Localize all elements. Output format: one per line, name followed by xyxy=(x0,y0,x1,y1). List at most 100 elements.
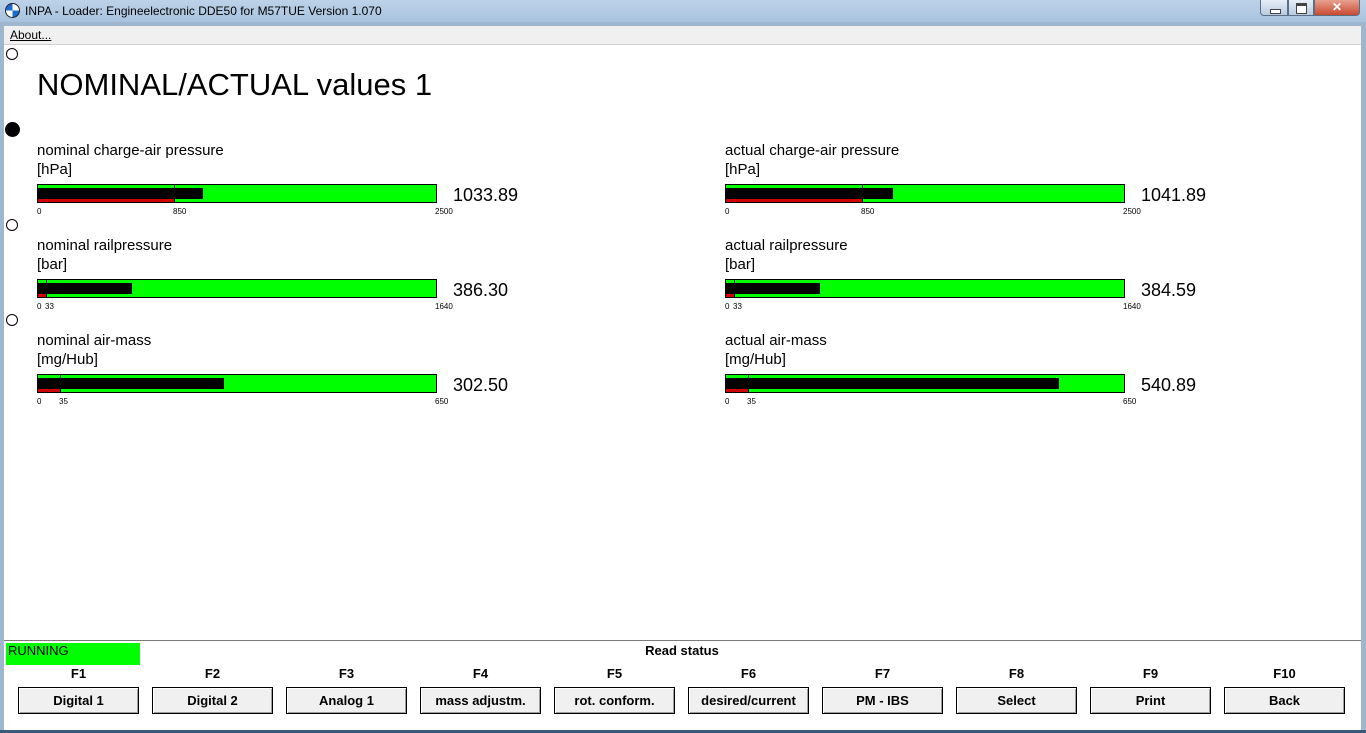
minimize-icon[interactable] xyxy=(1260,0,1288,16)
gauge-label: actual railpressure xyxy=(725,237,848,254)
fkey-label-f10: F10 xyxy=(1273,666,1296,681)
status-badge: RUNNING xyxy=(6,643,140,665)
gauge-red-zone xyxy=(726,199,862,202)
gauge-value: 1033.89 xyxy=(453,185,519,205)
radio-indicator xyxy=(6,219,18,231)
digital-2-button[interactable]: Digital 2 xyxy=(152,687,273,714)
print-button[interactable]: Print xyxy=(1090,687,1211,714)
title-bar: INPA - Loader: Engineelectronic DDE50 fo… xyxy=(0,0,1366,22)
gauge-bar xyxy=(725,374,1125,393)
gauge-unit: [bar] xyxy=(725,256,756,273)
window-title: INPA - Loader: Engineelectronic DDE50 fo… xyxy=(25,4,382,18)
close-icon[interactable] xyxy=(1314,0,1360,16)
read-status-label: Read status xyxy=(645,643,719,658)
gauge-value: 384.59 xyxy=(1141,280,1197,300)
gauge-unit: [hPa] xyxy=(37,161,73,178)
gauge-fill xyxy=(38,188,203,199)
gauge-tick-max: 650 xyxy=(1123,397,1137,406)
radio-indicator xyxy=(6,48,18,60)
gauge-fill xyxy=(726,283,820,294)
fkey-label-f5: F5 xyxy=(606,666,623,681)
analog-1-button[interactable]: Analog 1 xyxy=(286,687,407,714)
gauge-bar xyxy=(725,184,1125,203)
gauge-threshold-marker xyxy=(748,375,749,392)
gauge-threshold-marker xyxy=(60,375,61,392)
menu-about[interactable]: About... xyxy=(10,28,52,42)
gauge-tick-min: 0 xyxy=(725,397,730,406)
gauge-fill xyxy=(726,378,1059,389)
gauge-label: actual charge-air pressure xyxy=(725,142,900,159)
gauge-tick-min: 0 xyxy=(37,302,42,311)
fkey-label-f9: F9 xyxy=(1142,666,1159,681)
gauge-unit: [bar] xyxy=(37,256,68,273)
maximize-icon[interactable] xyxy=(1288,0,1314,16)
gauge-threshold-marker xyxy=(734,280,735,297)
divider xyxy=(4,640,1361,641)
gauge-red-zone xyxy=(726,294,734,297)
gauge-tick-max: 2500 xyxy=(1123,207,1141,216)
radio-indicator xyxy=(6,314,18,326)
gauge-unit: [hPa] xyxy=(725,161,761,178)
bmw-logo-icon xyxy=(5,3,20,18)
gauge-label: actual air-mass xyxy=(725,332,827,349)
gauge-tick-min: 0 xyxy=(725,207,730,216)
gauge-fill xyxy=(38,283,132,294)
mass-adjustment-button[interactable]: mass adjustm. xyxy=(420,687,541,714)
gauge-unit: [mg/Hub] xyxy=(725,351,786,368)
gauge-label: nominal railpressure xyxy=(37,237,173,254)
pm-ibs-button[interactable]: PM - IBS xyxy=(822,687,943,714)
gauge-red-zone xyxy=(38,389,60,392)
gauge-tick-min: 0 xyxy=(725,302,730,311)
gauge-actual-charge-air-pressure: actual charge-air pressure [hPa] 1041.89… xyxy=(725,142,1225,222)
rot-conform-button[interactable]: rot. conform. xyxy=(554,687,675,714)
gauge-red-zone xyxy=(38,294,46,297)
gauge-bar xyxy=(37,374,437,393)
gauge-tick-max: 650 xyxy=(435,397,449,406)
main-panel: NOMINAL/ACTUAL values 1 nominal charge-a… xyxy=(4,45,1361,641)
gauge-tick-max: 2500 xyxy=(435,207,453,216)
desired-current-button[interactable]: desired/current xyxy=(688,687,809,714)
fkey-label-f1: F1 xyxy=(70,666,87,681)
back-button[interactable]: Back xyxy=(1224,687,1345,714)
gauge-tick-threshold: 33 xyxy=(733,302,742,311)
gauge-bar xyxy=(37,279,437,298)
gauge-red-zone xyxy=(38,199,174,202)
gauge-threshold-marker xyxy=(174,185,175,202)
radio-indicator-active xyxy=(5,122,20,137)
gauge-tick-threshold: 35 xyxy=(59,397,68,406)
gauge-nominal-railpressure: nominal railpressure [bar] 386.30 0 33 1… xyxy=(37,237,537,317)
function-key-panel: RUNNING Read status F1 F2 F3 F4 F5 F6 F7… xyxy=(4,641,1361,730)
gauge-threshold-marker xyxy=(862,185,863,202)
page-title: NOMINAL/ACTUAL values 1 xyxy=(37,67,433,102)
digital-1-button[interactable]: Digital 1 xyxy=(18,687,139,714)
gauge-bar xyxy=(725,279,1125,298)
gauge-value: 1041.89 xyxy=(1141,185,1207,205)
gauge-tick-min: 0 xyxy=(37,397,42,406)
gauge-value: 386.30 xyxy=(453,280,509,300)
gauge-tick-threshold: 850 xyxy=(861,207,875,216)
taskbar xyxy=(0,730,1366,733)
gauge-label: nominal charge-air pressure xyxy=(37,142,224,159)
gauge-tick-threshold: 35 xyxy=(747,397,756,406)
fkey-label-f4: F4 xyxy=(472,666,489,681)
fkey-label-f6: F6 xyxy=(740,666,757,681)
fkey-label-f8: F8 xyxy=(1008,666,1025,681)
gauge-fill xyxy=(726,188,893,199)
gauge-label: nominal air-mass xyxy=(37,332,152,349)
gauge-tick-threshold: 850 xyxy=(173,207,187,216)
gauge-nominal-charge-air-pressure: nominal charge-air pressure [hPa] 1033.8… xyxy=(37,142,537,222)
gauge-tick-max: 1640 xyxy=(435,302,453,311)
gauge-actual-railpressure: actual railpressure [bar] 384.59 0 33 16… xyxy=(725,237,1225,317)
gauge-tick-min: 0 xyxy=(37,207,42,216)
gauge-nominal-air-mass: nominal air-mass [mg/Hub] 302.50 0 35 65… xyxy=(37,332,537,412)
gauge-red-zone xyxy=(726,389,748,392)
menu-bar: About... xyxy=(4,26,1361,45)
select-button[interactable]: Select xyxy=(956,687,1077,714)
gauge-tick-threshold: 33 xyxy=(45,302,54,311)
gauge-actual-air-mass: actual air-mass [mg/Hub] 540.89 0 35 650 xyxy=(725,332,1225,412)
gauge-fill xyxy=(38,378,224,389)
gauge-value: 302.50 xyxy=(453,375,509,395)
fkey-label-f3: F3 xyxy=(338,666,355,681)
gauge-tick-max: 1640 xyxy=(1123,302,1141,311)
gauge-value: 540.89 xyxy=(1141,375,1197,395)
